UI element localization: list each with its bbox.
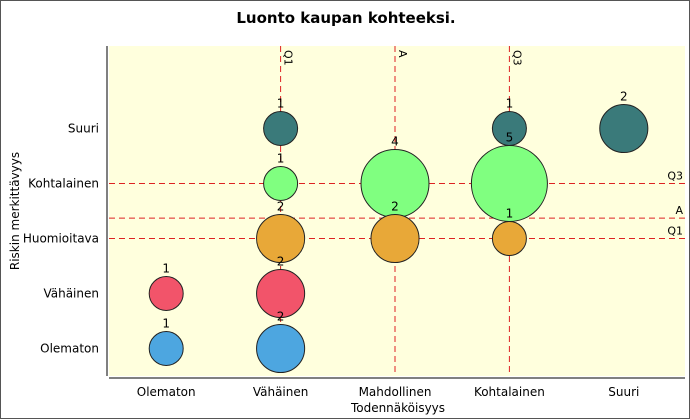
bubble-count-label-2-5: 1 <box>277 97 285 111</box>
x-tick-label: Olematon <box>137 385 196 399</box>
bubble-count-label-2-4: 1 <box>277 152 285 166</box>
tick-labels: Olematon Vähäinen Mahdollinen Kohtalainen Su… <box>23 122 640 400</box>
y-tick-label: Vähäinen <box>43 287 99 301</box>
bubble-2-5 <box>263 111 299 146</box>
bubble-count-label-1-2: 1 <box>162 262 170 276</box>
ref-label-horizontal-a: A <box>675 204 683 217</box>
y-tick-label: Kohtalainen <box>28 177 99 191</box>
bubble-1-1 <box>148 331 184 366</box>
bubble-count-label-3-3: 2 <box>391 199 399 213</box>
bubble-5-5 <box>599 103 649 154</box>
bubble-count-label-5-5: 2 <box>620 89 628 103</box>
y-tick-label: Huomioitava <box>23 232 99 246</box>
x-axis-label: Todennäköisyys <box>350 401 445 415</box>
bubble-2-3 <box>256 213 306 264</box>
chart-title: Luonto kaupan kohteeksi. <box>236 9 455 27</box>
bubble-count-label-4-4: 5 <box>506 130 514 144</box>
reference-lines: Q1 A Q3 Q3 A Q1 <box>109 46 685 376</box>
bubbles: 1 1 2 2 2 1 1 4 2 5 1 1 2 <box>148 89 649 374</box>
bubble-1-2 <box>148 276 184 311</box>
bubble-4-5 <box>491 111 527 146</box>
bubble-count-label-4-5: 1 <box>506 97 514 111</box>
bubble-2-2 <box>256 268 306 319</box>
bubble-2-4 <box>263 166 299 201</box>
bubble-count-label-2-1: 2 <box>277 309 285 323</box>
bubble-2-1 <box>256 323 306 374</box>
ref-label-horizontal-q1: Q1 <box>667 225 683 238</box>
bubble-count-label-4-3: 1 <box>506 207 514 221</box>
axes <box>106 46 685 379</box>
ref-label-horizontal-q3: Q3 <box>667 170 683 183</box>
x-tick-label: Vähäinen <box>253 385 309 399</box>
y-axis-label: Riskin merkittävyys <box>8 152 22 270</box>
bubble-count-label-2-3: 2 <box>277 199 285 213</box>
ref-label-vertical-q1: Q1 <box>282 50 295 66</box>
bubble-4-3 <box>491 221 527 256</box>
x-tick-label: Mahdollinen <box>359 385 432 399</box>
y-tick-label: Suuri <box>68 122 99 136</box>
bubble-3-3 <box>370 213 420 264</box>
y-tick-label: Olematon <box>40 342 99 356</box>
ref-label-vertical-a: A <box>396 50 409 58</box>
ref-label-vertical-q3: Q3 <box>510 50 523 66</box>
bubble-count-label-3-4: 4 <box>391 135 399 149</box>
x-tick-label: Suuri <box>608 385 639 399</box>
bubble-count-label-2-2: 2 <box>277 254 285 268</box>
x-tick-label: Kohtalainen <box>474 385 545 399</box>
bubble-count-label-1-1: 1 <box>162 317 170 331</box>
